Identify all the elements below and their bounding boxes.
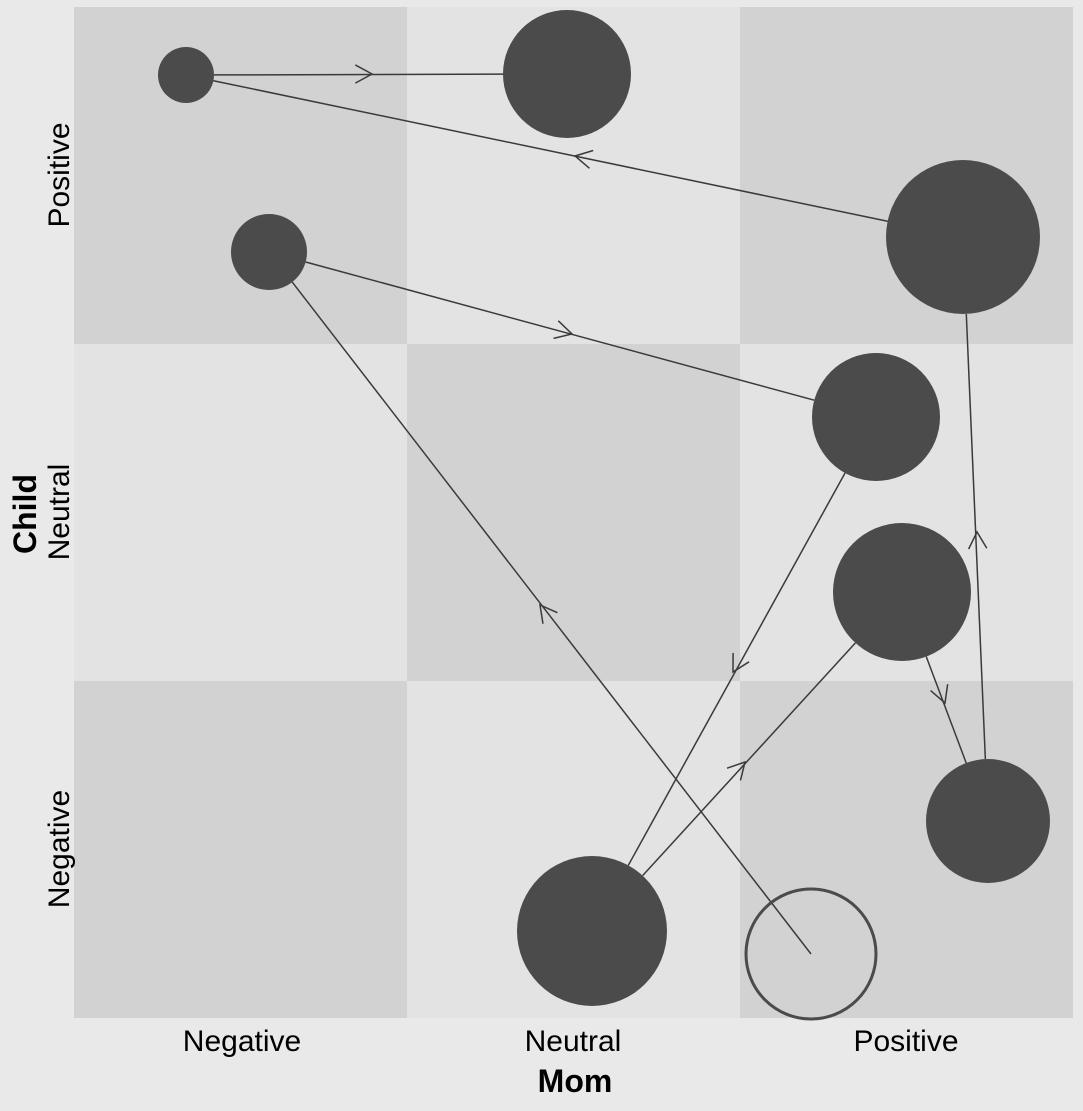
- y-tick-positive: Positive: [43, 122, 76, 228]
- transition-arrowhead-2: [553, 320, 574, 340]
- y-tick-neutral: Neutral: [43, 463, 76, 561]
- y-axis-title: Child: [7, 474, 43, 554]
- transition-arrowhead-4: [726, 760, 747, 781]
- x-axis-title: Mom: [537, 1063, 613, 1099]
- transition-line-6: [965, 313, 987, 760]
- state-node-8-mom-negative-child-positive: [158, 47, 214, 103]
- transition-arrowhead-7: [573, 149, 594, 169]
- transition-arrowhead-3: [732, 652, 750, 674]
- state-node-4-mom-neutral-child-negative: [517, 856, 667, 1006]
- state-node-3-mom-positive-child-neutral: [812, 353, 940, 481]
- x-tick-positive: Positive: [853, 1025, 959, 1058]
- state-node-7-mom-positive-child-positive: [886, 160, 1040, 314]
- state-node-6-mom-positive-child-negative: [926, 759, 1050, 883]
- transition-line-1: [291, 281, 812, 955]
- grid-cell-child-neutral-mom-negative: [74, 344, 407, 681]
- state-node-9-mom-neutral-child-positive: [503, 10, 631, 138]
- transition-line-2: [305, 261, 815, 401]
- grid-cell-child-neutral-mom-neutral: [407, 344, 740, 681]
- state-node-1-mom-positive-child-negative: [744, 887, 878, 1021]
- transition-line-8: [213, 73, 504, 76]
- x-tick-neutral: Neutral: [524, 1025, 622, 1058]
- state-node-2-mom-negative-child-positive: [231, 214, 307, 290]
- y-tick-negative: Negative: [43, 789, 76, 909]
- transition-arrowhead-8: [354, 64, 374, 84]
- state-node-5-mom-positive-child-neutral: [833, 523, 971, 661]
- transition-arrowhead-6: [967, 530, 988, 550]
- transition-line-4: [642, 642, 856, 877]
- transition-arrowhead-1: [539, 603, 558, 624]
- grid-cell-child-negative-mom-negative: [74, 681, 407, 1018]
- x-tick-negative: Negative: [182, 1025, 302, 1058]
- transition-line-7: [213, 79, 888, 223]
- grid-cell-child-positive-mom-positive: [740, 7, 1073, 344]
- transition-line-5: [925, 656, 967, 764]
- grid-cell-child-positive-mom-negative: [74, 7, 407, 344]
- transition-arrowhead-5: [930, 684, 949, 705]
